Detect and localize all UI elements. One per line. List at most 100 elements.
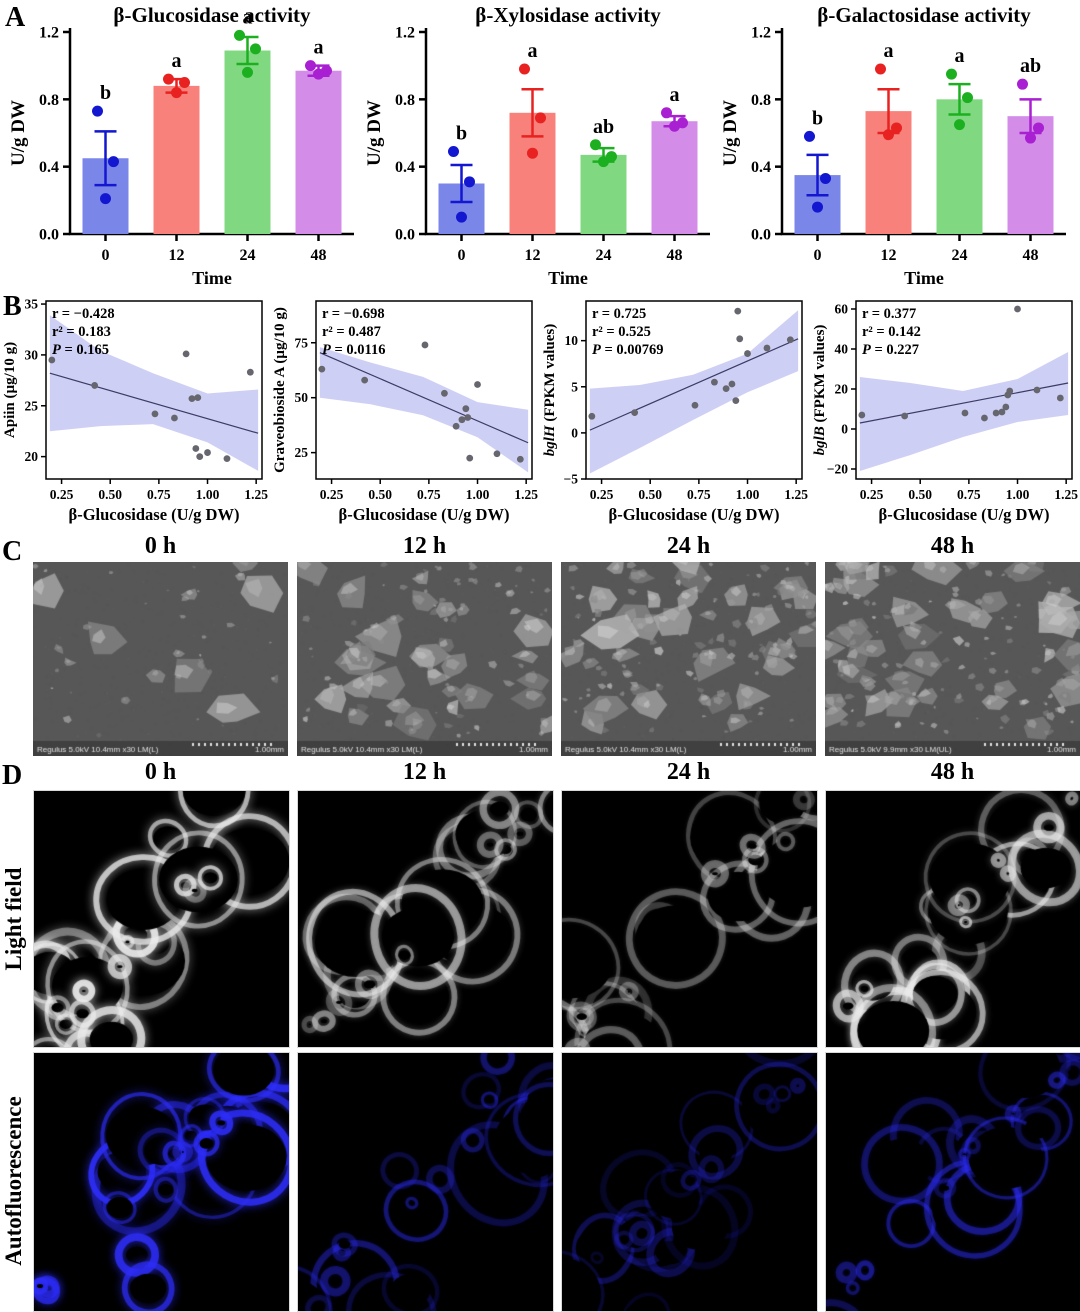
svg-text:β-Xylosidase activity: β-Xylosidase activity bbox=[475, 3, 661, 27]
svg-text:0.8: 0.8 bbox=[751, 92, 771, 109]
row-label-autofluorescence: Autofluorescence bbox=[1, 1096, 26, 1266]
svg-text:1.25: 1.25 bbox=[784, 487, 808, 502]
svg-text:0.4: 0.4 bbox=[39, 159, 59, 176]
svg-text:r² = 0.183: r² = 0.183 bbox=[52, 324, 111, 340]
svg-text:r² = 0.525: r² = 0.525 bbox=[592, 324, 651, 340]
svg-text:50: 50 bbox=[295, 390, 309, 405]
svg-text:30: 30 bbox=[25, 347, 39, 362]
svg-text:b: b bbox=[812, 107, 823, 129]
svg-text:ab: ab bbox=[593, 116, 614, 138]
svg-text:5: 5 bbox=[571, 379, 578, 394]
svg-text:bglB (FPKM values): bglB (FPKM values) bbox=[812, 325, 828, 456]
sem-image-0h bbox=[33, 562, 288, 756]
svg-text:a: a bbox=[314, 37, 324, 59]
svg-text:P = 0.165: P = 0.165 bbox=[52, 342, 109, 358]
svg-text:Time: Time bbox=[548, 268, 588, 288]
svg-text:0.25: 0.25 bbox=[590, 487, 614, 502]
svg-text:24: 24 bbox=[596, 247, 612, 264]
svg-text:0.8: 0.8 bbox=[395, 92, 415, 109]
svg-text:a: a bbox=[172, 50, 182, 72]
lightfield-image-24h bbox=[561, 790, 818, 1048]
panel-a-bar-charts: β-Glucosidase activity U/g DW 0.0 0.4 0.8 1.2… bbox=[6, 0, 1074, 291]
panel-letter-c: C bbox=[2, 536, 23, 567]
svg-text:U/g DW: U/g DW bbox=[720, 100, 741, 166]
svg-text:1.2: 1.2 bbox=[751, 25, 771, 42]
lightfield-image-48h bbox=[825, 790, 1080, 1048]
svg-text:0.25: 0.25 bbox=[320, 487, 344, 502]
svg-text:35: 35 bbox=[25, 297, 39, 312]
svg-text:1.00: 1.00 bbox=[196, 487, 220, 502]
svg-text:60: 60 bbox=[835, 302, 849, 317]
svg-text:U/g DW: U/g DW bbox=[8, 100, 29, 166]
svg-text:1.25: 1.25 bbox=[1054, 487, 1078, 502]
svg-text:a: a bbox=[528, 40, 538, 62]
svg-text:40: 40 bbox=[835, 342, 849, 357]
svg-text:r = −0.698: r = −0.698 bbox=[322, 306, 385, 322]
svg-text:1.2: 1.2 bbox=[39, 25, 59, 42]
svg-text:0.75: 0.75 bbox=[957, 487, 981, 502]
svg-text:48: 48 bbox=[1023, 247, 1039, 264]
svg-text:P = 0.227: P = 0.227 bbox=[862, 342, 919, 358]
svg-text:48: 48 bbox=[311, 247, 327, 264]
svg-text:0.75: 0.75 bbox=[147, 487, 171, 502]
panel-c-sem-images bbox=[33, 562, 1080, 756]
sem-image-24h bbox=[561, 562, 816, 756]
autofluorescence-image-12h bbox=[297, 1052, 554, 1312]
svg-text:Time: Time bbox=[904, 268, 944, 288]
svg-text:12: 12 bbox=[169, 247, 185, 264]
autofluorescence-image-0h bbox=[33, 1052, 290, 1312]
svg-text:0.0: 0.0 bbox=[751, 227, 771, 244]
svg-text:a: a bbox=[670, 84, 680, 106]
svg-text:12: 12 bbox=[881, 247, 897, 264]
svg-text:a: a bbox=[243, 6, 253, 28]
sem-time-label-12h: 12 h bbox=[402, 533, 447, 559]
svg-text:0.25: 0.25 bbox=[50, 487, 74, 502]
svg-text:1.00: 1.00 bbox=[466, 487, 490, 502]
svg-text:20: 20 bbox=[835, 382, 849, 397]
svg-text:Graveobioside A (µg/10 g): Graveobioside A (µg/10 g) bbox=[272, 307, 288, 473]
svg-text:0.0: 0.0 bbox=[39, 227, 59, 244]
bar-chart-beta-glucosidase: β-Glucosidase activity U/g DW 0.0 0.4 0.8 1.2… bbox=[8, 3, 354, 288]
panel-b-scatter-plots: 0.25 0.50 0.75 1.00 1.25 20 25 30 35 r = −0.428 r²… bbox=[0, 293, 1080, 533]
svg-text:P = 0.0116: P = 0.0116 bbox=[322, 342, 385, 358]
svg-text:0.4: 0.4 bbox=[395, 159, 415, 176]
bar-chart-beta-galactosidase: β-Galactosidase activity U/g DW 0.0 0.4 0.8 1… bbox=[720, 3, 1066, 288]
svg-text:0.4: 0.4 bbox=[751, 159, 771, 176]
panel-d-light-field-images bbox=[33, 790, 1080, 1048]
svg-text:0: 0 bbox=[814, 247, 822, 264]
sem-image-12h bbox=[297, 562, 552, 756]
svg-text:0.25: 0.25 bbox=[860, 487, 884, 502]
svg-text:1.00: 1.00 bbox=[1006, 487, 1030, 502]
svg-text:β-Galactosidase activity: β-Galactosidase activity bbox=[817, 3, 1031, 27]
scatter-graveobioside-a: 0.25 0.50 0.75 1.00 1.25 25 50 75 r = −0.698 r² =… bbox=[272, 300, 538, 524]
autofluorescence-image-48h bbox=[825, 1052, 1080, 1312]
svg-text:P = 0.00769: P = 0.00769 bbox=[592, 342, 664, 358]
scatter-bglb: 0.25 0.50 0.75 1.00 1.25 −20 0 20 40 60 r = 0.377 r… bbox=[812, 300, 1078, 524]
scatter-apiin: 0.25 0.50 0.75 1.00 1.25 20 25 30 35 r = −0.428 r²… bbox=[2, 297, 268, 524]
panel-letter-b: B bbox=[3, 291, 22, 322]
svg-text:0.50: 0.50 bbox=[908, 487, 932, 502]
svg-text:β-Glucosidase (U/g DW): β-Glucosidase (U/g DW) bbox=[609, 505, 780, 524]
micro-time-label-48h: 48 h bbox=[930, 759, 975, 785]
svg-text:β-Glucosidase (U/g DW): β-Glucosidase (U/g DW) bbox=[879, 505, 1050, 524]
svg-text:0.50: 0.50 bbox=[638, 487, 662, 502]
micro-time-label-12h: 12 h bbox=[402, 759, 447, 785]
svg-text:a: a bbox=[955, 45, 965, 67]
svg-text:r² = 0.142: r² = 0.142 bbox=[862, 324, 921, 340]
svg-text:12: 12 bbox=[525, 247, 541, 264]
sem-time-label-48h: 48 h bbox=[930, 533, 975, 559]
svg-text:0.0: 0.0 bbox=[395, 227, 415, 244]
svg-text:r = 0.377: r = 0.377 bbox=[862, 306, 916, 322]
svg-text:0.75: 0.75 bbox=[687, 487, 711, 502]
svg-text:β-Glucosidase (U/g DW): β-Glucosidase (U/g DW) bbox=[69, 505, 240, 524]
svg-text:0: 0 bbox=[102, 247, 110, 264]
svg-text:Apiin (µg/10 g): Apiin (µg/10 g) bbox=[2, 342, 18, 438]
svg-text:β-Glucosidase activity: β-Glucosidase activity bbox=[113, 3, 311, 27]
lightfield-image-0h bbox=[33, 790, 290, 1048]
svg-text:ab: ab bbox=[1020, 55, 1041, 77]
svg-text:1.2: 1.2 bbox=[395, 25, 415, 42]
svg-text:0: 0 bbox=[458, 247, 466, 264]
svg-text:24: 24 bbox=[952, 247, 968, 264]
svg-text:a: a bbox=[884, 40, 894, 62]
